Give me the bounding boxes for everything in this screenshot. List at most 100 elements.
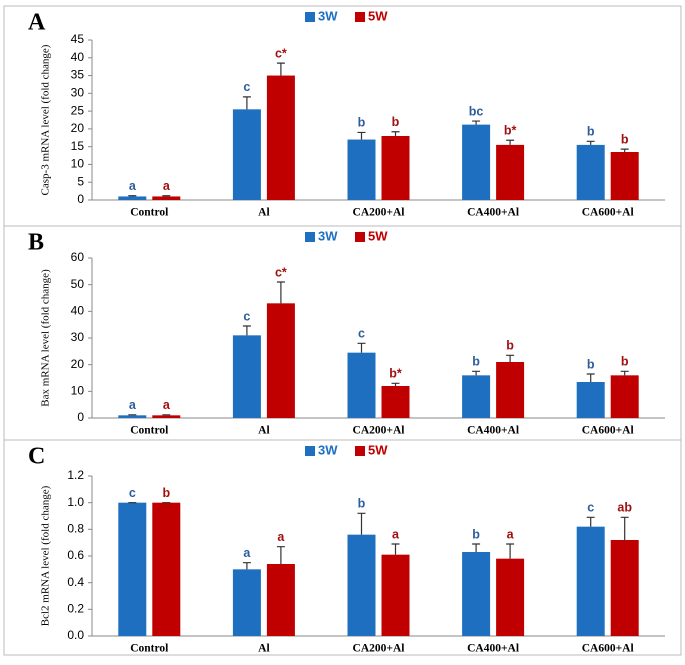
x-tick-label: Al (258, 207, 270, 219)
legend-label: 3W (318, 228, 338, 243)
panel-label: B (28, 230, 44, 256)
significance-letter: b (162, 486, 170, 500)
bar (266, 564, 295, 636)
error-bar (162, 414, 171, 416)
x-tick-label: CA200+Al (353, 207, 405, 219)
significance-letter: c (243, 80, 250, 94)
significance-letter: b (587, 125, 595, 139)
bar (232, 335, 261, 418)
bar (610, 540, 639, 636)
error-bar (162, 195, 171, 197)
bar (462, 124, 491, 200)
y-tick-label: 1.0 (67, 495, 84, 509)
error-bar (128, 414, 137, 416)
significance-letter: b* (504, 124, 517, 138)
significance-letter: a (392, 527, 400, 541)
error-bar (357, 512, 366, 535)
error-bar (276, 62, 285, 76)
significance-letter: b (358, 497, 366, 511)
significance-letter: b (358, 116, 366, 130)
y-tick-label: 0 (77, 410, 84, 424)
y-tick-label: 0.6 (67, 548, 84, 562)
error-bar (357, 131, 366, 140)
panel: A Casp-3 mRNA level (fold change) 0 5 10 15 20… (3, 5, 682, 227)
legend-swatch (305, 446, 315, 456)
x-tick-label: CA600+Al (582, 643, 634, 655)
bar (232, 109, 261, 200)
legend-swatch (355, 12, 365, 22)
x-tick-label: CA600+Al (582, 425, 634, 437)
bar (266, 303, 295, 418)
panel-frame (3, 439, 682, 656)
significance-letter: a (129, 398, 137, 412)
bar (152, 196, 181, 200)
significance-letter: ab (617, 501, 632, 515)
panel-label: C (28, 444, 45, 470)
significance-letter: a (243, 546, 251, 560)
y-tick-label: 60 (71, 250, 85, 264)
significance-letter: a (129, 179, 137, 193)
legend-label: 3W (318, 8, 338, 23)
y-axis-label: Casp-3 mRNA level (fold change) (40, 44, 52, 195)
error-bar (620, 370, 629, 376)
significance-letter: c (358, 327, 365, 341)
legend-swatch (305, 12, 315, 22)
legend-label: 3W (318, 442, 338, 457)
y-tick-label: 1.2 (67, 468, 84, 482)
significance-letter: bc (469, 104, 484, 118)
error-bar (391, 543, 400, 555)
error-bar (242, 325, 251, 336)
y-tick-label: 0.8 (67, 522, 84, 536)
legend-swatch (355, 446, 365, 456)
y-axis-label: Bax mRNA level (fold change) (40, 269, 52, 407)
significance-letter: b (472, 355, 480, 369)
error-bar (620, 148, 629, 152)
x-tick-label: CA200+Al (353, 643, 405, 655)
error-bar (472, 120, 481, 125)
significance-letter: b (621, 132, 629, 146)
y-tick-label: 0.4 (67, 575, 84, 589)
significance-letter: c* (275, 265, 287, 279)
bar (462, 375, 491, 418)
error-bar (506, 354, 515, 362)
significance-letter: b* (389, 367, 402, 381)
x-tick-label: CA400+Al (467, 425, 519, 437)
significance-letter: a (163, 398, 171, 412)
y-tick-label: 0 (77, 192, 84, 206)
error-bar (506, 543, 515, 559)
bar (152, 502, 181, 636)
significance-letter: b (472, 527, 480, 541)
bar (347, 139, 376, 200)
significance-letter: b (621, 355, 629, 369)
y-tick-label: 20 (71, 357, 85, 371)
error-bar (620, 516, 629, 540)
error-bar (472, 543, 481, 552)
legend-swatch (355, 232, 365, 242)
error-bar (128, 195, 137, 197)
y-tick-label: 0.0 (67, 628, 84, 642)
significance-letter: a (163, 179, 171, 193)
significance-letter: b (506, 339, 514, 353)
significance-letter: a (507, 527, 515, 541)
significance-letter: c (587, 501, 594, 515)
y-tick-label: 0.2 (67, 602, 84, 616)
bar (496, 144, 525, 200)
error-bar (391, 131, 400, 136)
x-tick-label: CA600+Al (582, 207, 634, 219)
legend-label: 5W (368, 8, 388, 23)
legend-label: 5W (368, 442, 388, 457)
bar (610, 375, 639, 418)
legend-swatch (305, 232, 315, 242)
bar (381, 136, 410, 200)
error-bar (586, 516, 595, 527)
bar (381, 386, 410, 418)
error-bar (391, 382, 400, 386)
panel: B Bax mRNA level (fold change) 0 10 20 30 40 50… (3, 225, 682, 441)
y-tick-label: 35 (71, 68, 85, 82)
error-bar (276, 281, 285, 304)
error-bar (506, 139, 515, 145)
error-bar (242, 96, 251, 110)
bar (610, 152, 639, 200)
y-tick-label: 40 (71, 50, 85, 64)
